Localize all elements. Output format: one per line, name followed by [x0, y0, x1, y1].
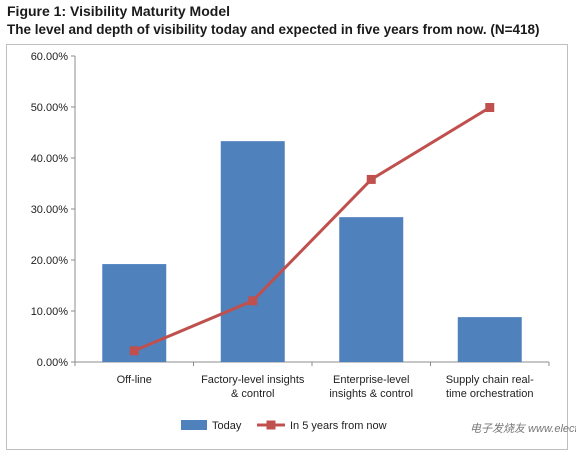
category-label: Supply chain real-time orchestration — [446, 374, 534, 400]
marker-in-5-years — [485, 103, 495, 113]
category-label-line: Enterprise-level — [333, 374, 409, 386]
line-in-5-years — [133, 106, 491, 353]
chart-axes: 0.00% 10.00% 20.00% 30.00% 40.00% 50.00% 60.00… — [31, 51, 550, 369]
marker-in-5-years — [129, 346, 139, 356]
category-label-line: Factory-level insights — [201, 374, 305, 386]
legend-label-in-5-years: In 5 years from now — [290, 420, 387, 432]
bar-series — [102, 141, 522, 362]
category-labels: Off-line Factory-level insights & control E… — [117, 374, 534, 400]
y-tick-label: 10.00% — [31, 306, 69, 318]
bar-today — [102, 264, 167, 362]
category-label-line: insights & control — [329, 388, 413, 400]
bar-today — [220, 141, 285, 362]
marker-in-5-years — [366, 174, 376, 184]
y-tick-label: 60.00% — [31, 51, 69, 63]
category-label-line: time orchestration — [446, 388, 533, 400]
marker-in-5-years — [248, 296, 258, 306]
y-tick-label: 50.00% — [31, 102, 69, 114]
bar-today — [457, 317, 522, 362]
legend-swatch-marker — [266, 420, 276, 430]
legend-label-today: Today — [212, 420, 242, 432]
chart-frame — [6, 44, 568, 450]
category-label: Factory-level insights & control — [201, 374, 305, 400]
figure-title: Figure 1: Visibility Maturity Model — [7, 3, 230, 19]
category-label: Off-line — [117, 374, 152, 386]
figure-subtitle: The level and depth of visibility today … — [7, 22, 540, 37]
category-label: Enterprise-level insights & control — [329, 374, 413, 400]
y-tick-label: 20.00% — [31, 255, 69, 267]
y-tick-label: 30.00% — [31, 204, 69, 216]
category-label-line: Off-line — [117, 374, 152, 386]
bar-today — [339, 217, 404, 362]
y-tick-label: 40.00% — [31, 153, 69, 165]
y-tick-label: 0.00% — [37, 357, 68, 369]
legend: Today In 5 years from now — [181, 420, 387, 432]
category-label-line: Supply chain real- — [446, 374, 534, 386]
legend-swatch-today — [181, 420, 207, 430]
watermark: 电子发烧友 www.elecfans.com — [470, 422, 576, 435]
line-series — [129, 103, 495, 356]
category-label-line: & control — [231, 388, 274, 400]
